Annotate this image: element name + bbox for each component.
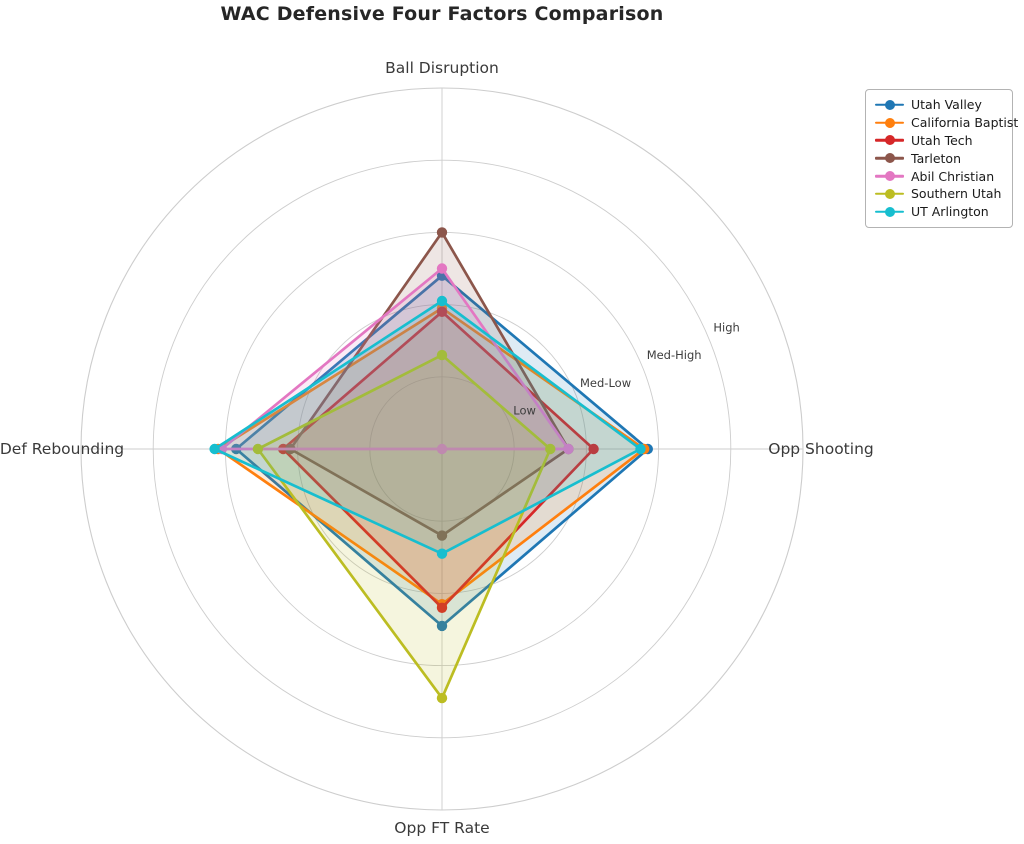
radial-tick-label-low: Low [513, 404, 536, 418]
series-fill-southern-utah [257, 355, 551, 699]
legend-item-tarleton: Tarleton [875, 149, 1004, 167]
data-point-southern-utah-def-rebounding [252, 443, 264, 455]
data-point-utah-tech-ball-disruption [436, 306, 448, 317]
radial-tick-label-med-high: Med-High [647, 348, 702, 362]
legend-label: Tarleton [911, 150, 961, 166]
legend-swatch-icon [875, 135, 904, 146]
legend-item-abil-christian: Abil Christian [875, 167, 1004, 185]
data-point-ut-arlington-opp-shooting [635, 443, 646, 455]
axis-label-opp-ft-rate: Opp FT Rate [394, 819, 489, 837]
legend: Utah Valley California Baptist Utah Tech Ta… [865, 89, 1018, 228]
legend-swatch-icon [875, 188, 904, 199]
data-point-southern-utah-ball-disruption [436, 349, 448, 361]
legend-label: California Baptist [911, 115, 1019, 131]
legend-label: Utah Valley [911, 97, 982, 113]
data-point-ut-arlington-def-rebounding [209, 443, 220, 455]
legend-label: Utah Tech [911, 132, 973, 148]
data-point-abil-christian-opp-ft-rate [436, 443, 448, 455]
data-point-ut-arlington-ball-disruption [436, 295, 448, 307]
data-point-ut-arlington-opp-ft-rate [436, 548, 448, 559]
legend-item-utah-valley: Utah Valley [875, 96, 1004, 114]
data-point-abil-christian-opp-shooting [563, 443, 574, 455]
legend-item-utah-tech: Utah Tech [875, 132, 1004, 150]
legend-item-southern-utah: Southern Utah [875, 185, 1004, 203]
legend-swatch-icon [875, 206, 904, 217]
legend-swatch-icon [875, 117, 904, 128]
data-point-utah-tech-opp-ft-rate [436, 602, 448, 613]
legend-label: UT Arlington [911, 204, 989, 220]
radial-tick-label-med-low: Med-Low [580, 376, 631, 390]
axis-label-def-rebounding: Def Rebounding [0, 440, 124, 458]
series-fill-utah-tech [283, 311, 594, 608]
data-point-abil-christian-ball-disruption [436, 263, 448, 274]
legend-label: Abil Christian [911, 168, 995, 184]
axis-label-opp-shooting: Opp Shooting [768, 440, 873, 458]
series-fill-ut-arlington [214, 301, 641, 554]
radial-tick-label-high: High [713, 321, 739, 335]
data-point-southern-utah-opp-shooting [545, 443, 556, 455]
legend-swatch-icon [875, 99, 904, 110]
legend-item-ut-arlington: UT Arlington [875, 203, 1004, 221]
legend-label: Southern Utah [911, 186, 1002, 202]
legend-item-california-baptist: California Baptist [875, 114, 1018, 132]
legend-swatch-icon [875, 171, 904, 182]
series-fill-tarleton [290, 232, 569, 536]
data-point-southern-utah-opp-ft-rate [436, 692, 448, 704]
data-point-utah-tech-opp-shooting [588, 443, 599, 455]
series-fill-abil-christian [221, 268, 569, 449]
data-point-utah-valley-opp-ft-rate [436, 620, 448, 632]
data-point-tarleton-ball-disruption [436, 227, 448, 238]
chart-title: WAC Defensive Four Factors Comparison [220, 3, 664, 25]
axis-label-ball-disruption: Ball Disruption [385, 59, 499, 77]
legend-swatch-icon [875, 153, 904, 164]
data-point-tarleton-opp-ft-rate [436, 530, 448, 541]
